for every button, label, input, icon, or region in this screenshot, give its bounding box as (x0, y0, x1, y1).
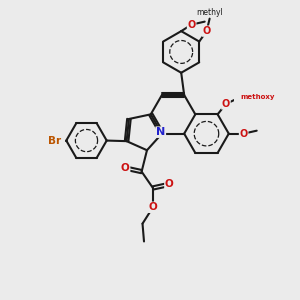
Text: O: O (222, 99, 230, 109)
Text: O: O (121, 163, 130, 173)
Text: O: O (188, 20, 196, 30)
Text: O: O (165, 179, 174, 189)
Text: O: O (239, 129, 248, 139)
Text: Br: Br (48, 136, 61, 146)
Text: methyl: methyl (196, 8, 223, 16)
Text: N: N (156, 127, 165, 137)
Text: methoxy: methoxy (240, 94, 274, 100)
Text: O: O (148, 202, 157, 212)
Text: methoxy: methoxy (240, 88, 274, 97)
Text: O: O (202, 26, 211, 36)
